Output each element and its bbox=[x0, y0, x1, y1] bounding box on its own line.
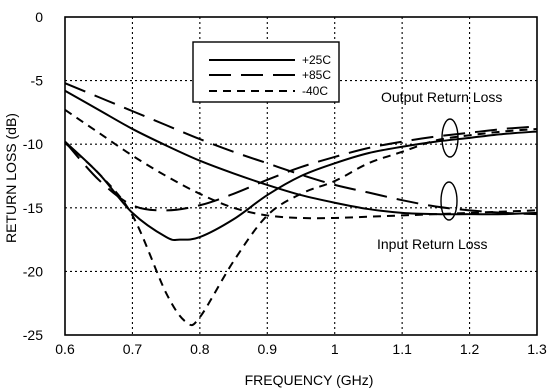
output-return-loss-label: Output Return Loss bbox=[381, 89, 502, 105]
series-line-input-minus40c bbox=[64, 127, 538, 327]
x-tick-label: 0.6 bbox=[55, 341, 75, 357]
x-axis-title: FREQUENCY (GHz) bbox=[245, 372, 374, 388]
y-tick-label: -15 bbox=[23, 200, 43, 216]
y-axis-title: RETURN LOSS (dB) bbox=[3, 113, 19, 243]
series-line-output-85c bbox=[64, 82, 538, 216]
y-axis-ticks: 0 -5 -10 -15 -20 -25 bbox=[23, 9, 43, 343]
x-tick-label: 0.8 bbox=[190, 341, 210, 357]
input-group-ellipse bbox=[440, 181, 458, 221]
x-tick-label: 1 bbox=[331, 341, 339, 357]
x-tick-label: 1.1 bbox=[392, 341, 412, 357]
y-tick-label: -25 bbox=[23, 327, 43, 343]
x-tick-label: 0.9 bbox=[258, 341, 278, 357]
x-axis-ticks: 0.6 0.7 0.8 0.9 1 1.1 1.2 1.3 bbox=[55, 341, 547, 357]
y-tick-label: -20 bbox=[23, 263, 43, 279]
y-tick-label: 0 bbox=[35, 9, 43, 25]
series-line-input-85c bbox=[64, 125, 538, 212]
legend: +25C +85C -40C bbox=[192, 41, 340, 103]
input-return-loss-label: Input Return Loss bbox=[377, 236, 488, 252]
legend-label-25c: +25C bbox=[302, 53, 331, 67]
series-layer bbox=[64, 82, 538, 327]
x-tick-label: 0.7 bbox=[123, 341, 143, 357]
series-line-output-minus40c bbox=[64, 109, 538, 220]
legend-label-85c: +85C bbox=[302, 68, 331, 82]
series-line-output-25c bbox=[64, 89, 538, 216]
series-line-input-25c bbox=[64, 130, 538, 241]
plot-frame bbox=[64, 16, 538, 336]
legend-label-minus40c: -40C bbox=[302, 84, 328, 98]
y-tick-label: -10 bbox=[23, 136, 43, 152]
output-group-ellipse bbox=[441, 118, 459, 158]
x-tick-label: 1.2 bbox=[460, 341, 480, 357]
y-tick-label: -5 bbox=[31, 73, 44, 89]
x-tick-label: 1.3 bbox=[527, 341, 547, 357]
